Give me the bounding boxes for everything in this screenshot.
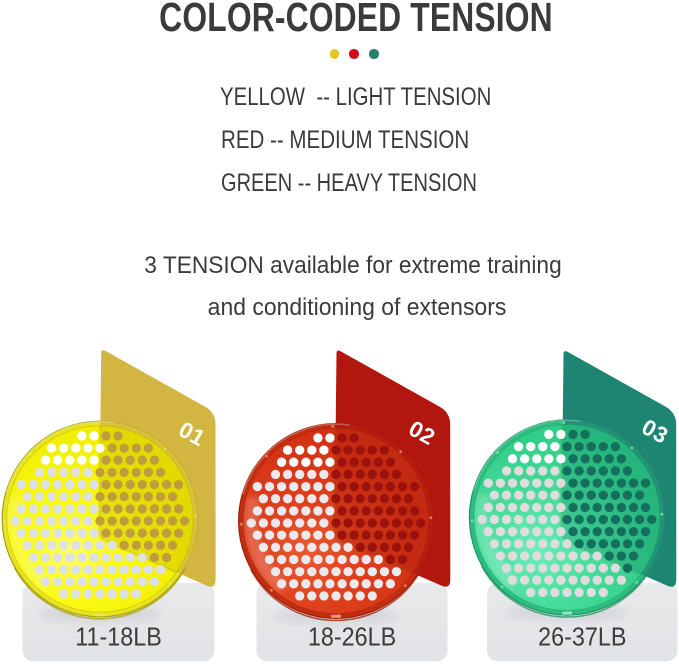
svg-text:18-26LB: 18-26LB xyxy=(308,624,396,652)
svg-text:26-37LB: 26-37LB xyxy=(538,624,626,652)
svg-text:11-18LB: 11-18LB xyxy=(75,624,162,652)
